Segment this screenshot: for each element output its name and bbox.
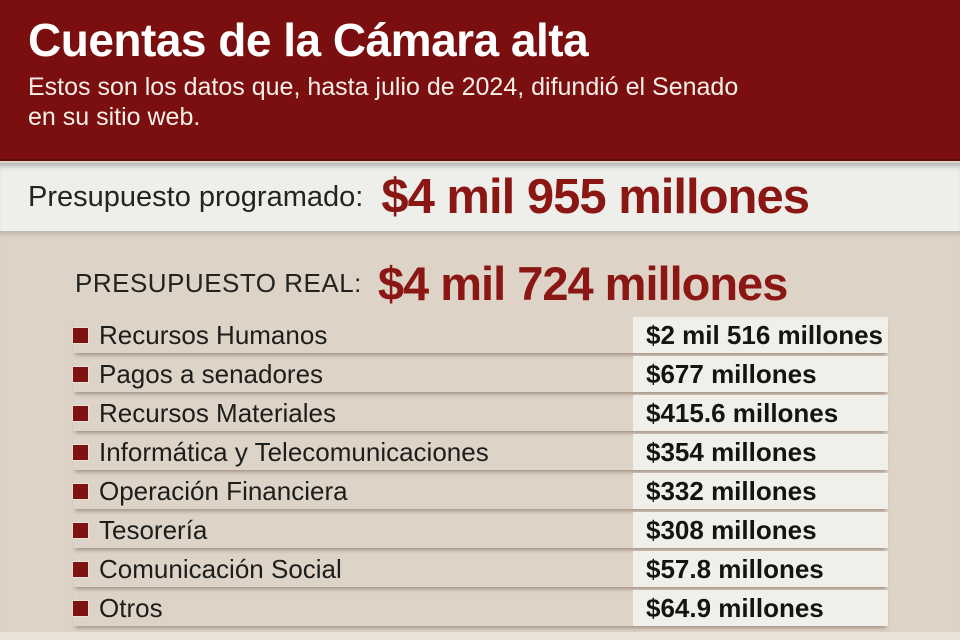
programmed-budget-label: Presupuesto programado: [28,180,364,213]
row-value: $677 millones [646,358,817,389]
page-subtitle: Estos son los datos que, hasta julio de … [28,72,932,132]
programmed-budget-amount: $4 mil 955 millones [381,170,810,224]
row-label: Recursos Materiales [99,397,336,428]
table-row: Otros $64.9 millones [72,590,888,626]
real-budget-amount: $4 mil 724 millones [377,256,788,310]
row-value-box: $354 millones [633,434,888,470]
row-label: Comunicación Social [99,553,342,584]
subtitle-line-1: Estos son los datos que, hasta julio de … [28,73,739,101]
page-title: Cuentas de la Cámara alta [28,14,589,66]
table-row: Operación Financiera $332 millones [72,473,888,509]
red-square-bullet-icon [72,326,89,344]
bottom-edge-strip [0,632,960,640]
red-square-bullet-icon [72,443,89,461]
row-value-box: $64.9 millones [633,590,888,626]
table-row: Recursos Materiales $415.6 millones [72,395,888,431]
red-square-bullet-icon [72,482,89,500]
row-label: Pagos a senadores [99,358,324,389]
red-square-bullet-icon [72,404,89,422]
row-label: Otros [99,592,163,623]
real-budget-label: PRESUPUESTO REAL: [75,267,362,298]
table-row: Pagos a senadores $677 millones [72,356,888,392]
subtitle-line-2: en su sitio web. [28,103,201,131]
row-value: $57.8 millones [646,553,824,584]
row-value-box: $332 millones [633,473,888,509]
row-value: $415.6 millones [646,397,839,428]
row-value-box: $677 millones [633,356,888,392]
row-value-box: $57.8 millones [633,551,888,587]
table-row: Tesorería $308 millones [72,512,888,548]
row-label: Informática y Telecomunicaciones [99,436,489,467]
row-value: $2 mil 516 millones [646,319,884,350]
budget-breakdown-list: Recursos Humanos $2 mil 516 millones Pag… [72,317,888,629]
red-square-bullet-icon [72,599,89,617]
table-row: Recursos Humanos $2 mil 516 millones [72,317,888,353]
red-square-bullet-icon [72,560,89,578]
row-value: $64.9 millones [646,592,824,623]
header-banner: Cuentas de la Cámara alta Estos son los … [0,0,960,161]
row-value-box: $415.6 millones [633,395,888,431]
row-value: $332 millones [646,475,817,506]
row-label: Tesorería [99,514,208,545]
row-value-box: $308 millones [633,512,888,548]
table-row: Informática y Telecomunicaciones $354 mi… [72,434,888,470]
row-value: $354 millones [646,436,817,467]
row-value-box: $2 mil 516 millones [633,317,888,353]
table-row: Comunicación Social $57.8 millones [72,551,888,587]
red-square-bullet-icon [72,365,89,383]
real-budget-section: PRESUPUESTO REAL: $4 mil 724 millones Re… [0,231,960,640]
row-label: Operación Financiera [99,475,348,506]
red-square-bullet-icon [72,521,89,539]
programmed-budget-band: Presupuesto programado: $4 mil 955 millo… [0,163,960,231]
row-value: $308 millones [646,514,817,545]
real-budget-line: PRESUPUESTO REAL: $4 mil 724 millones [0,231,960,317]
row-label: Recursos Humanos [99,319,328,350]
